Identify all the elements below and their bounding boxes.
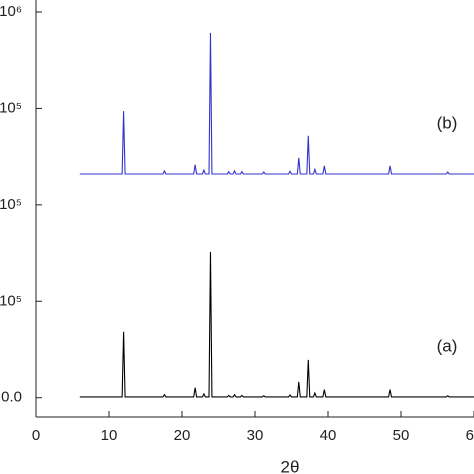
series-line [79, 32, 474, 175]
y-tick-label: 10⁵ [0, 292, 22, 309]
x-tick-label: 0 [32, 427, 40, 444]
y-tick-label: 10⁵ [0, 196, 22, 213]
x-axis-label: 2θ [281, 457, 300, 474]
series-label: (a) [437, 336, 458, 355]
x-tick-label: 20 [174, 427, 191, 444]
x-tick-label: 50 [393, 427, 410, 444]
series-label: (b) [437, 113, 458, 132]
x-tick-label: 40 [320, 427, 337, 444]
y-tick-label: 0.0 [1, 389, 22, 406]
series-line [79, 251, 474, 398]
x-tick-label: 10 [101, 427, 118, 444]
y-tick-label: 10⁵ [0, 99, 22, 116]
x-tick-label: 60 [466, 427, 474, 444]
x-tick-label: 30 [247, 427, 264, 444]
y-tick-label: 10⁶ [0, 3, 22, 20]
